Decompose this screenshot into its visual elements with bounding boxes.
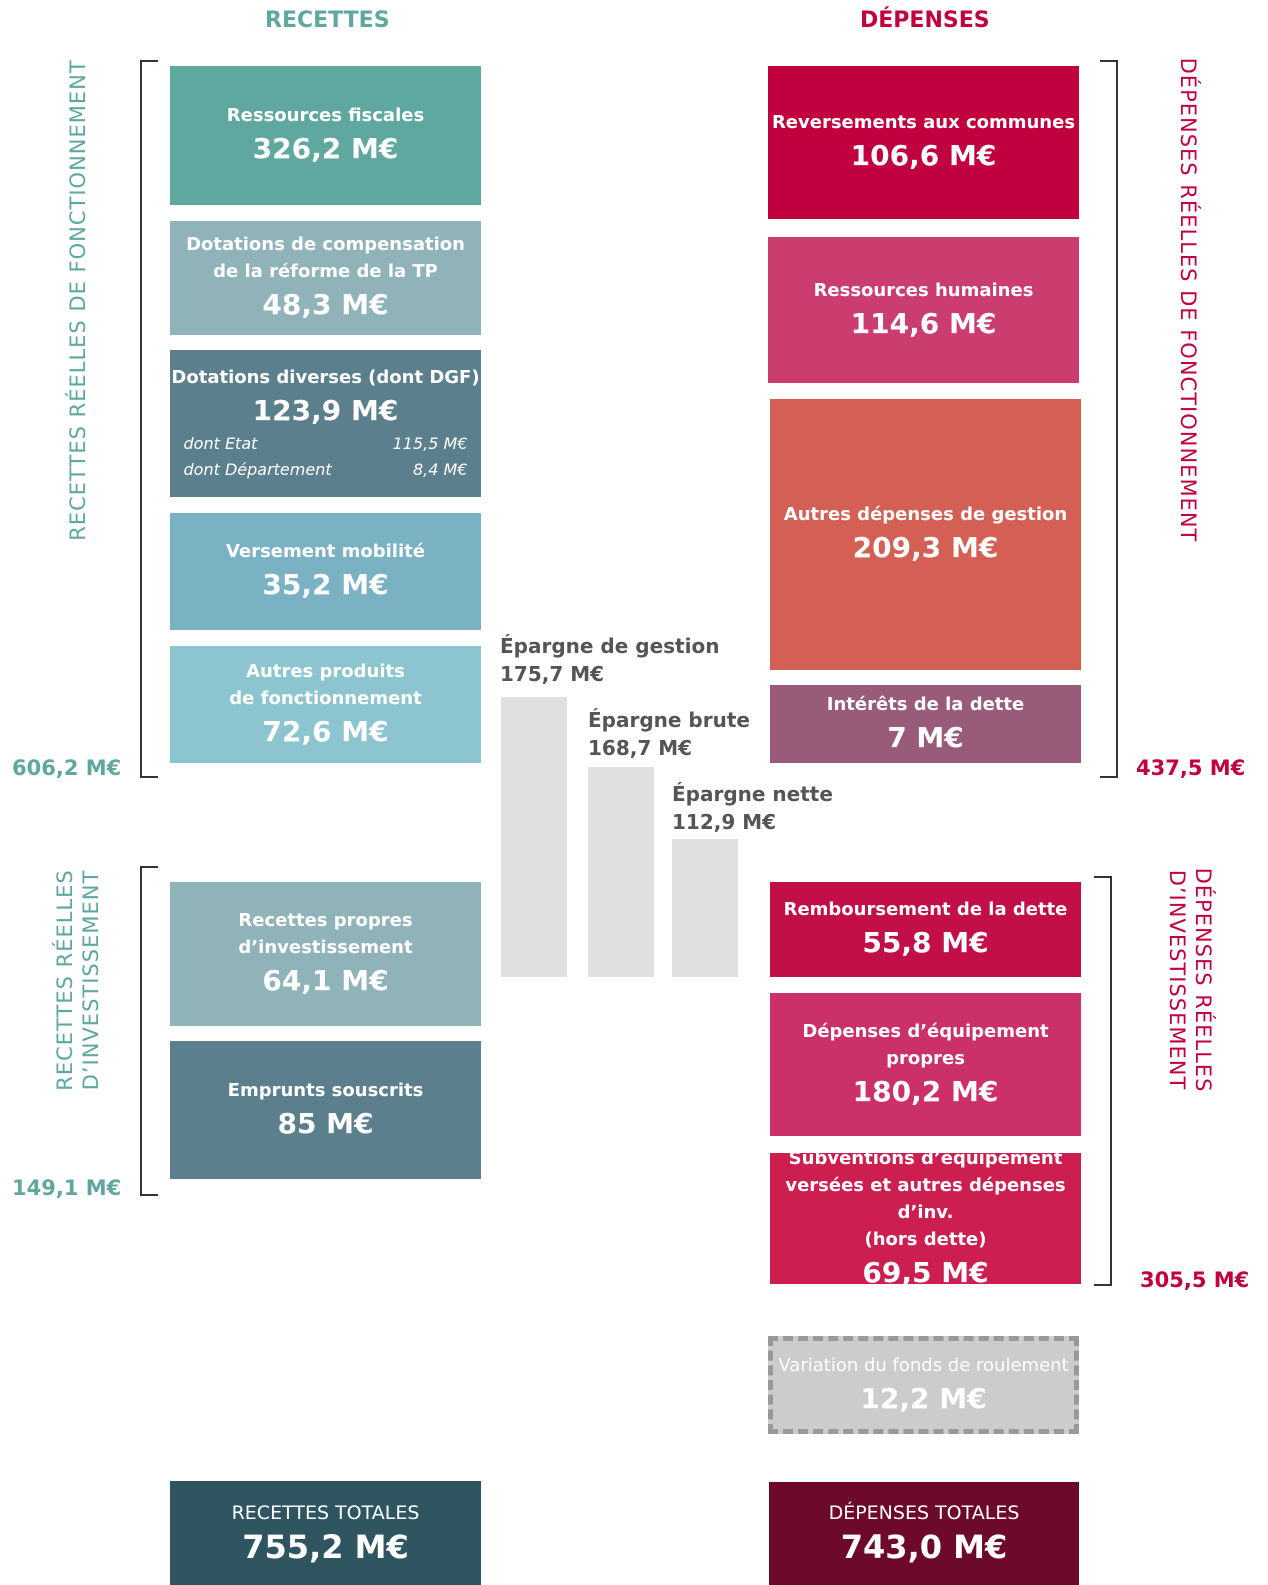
total-box: DÉPENSES TOTALES 743,0 M€ [769, 1482, 1079, 1585]
value: 35,2 M€ [262, 568, 389, 601]
box: Emprunts souscrits 85 M€ [170, 1041, 481, 1179]
line: 112,9 M€ [672, 810, 777, 834]
value: 114,6 M€ [850, 306, 997, 340]
detail-row: dont Etat 115,5 M€ [184, 431, 468, 457]
subtotal: 305,5 M€ [1140, 1268, 1250, 1292]
subtotal: 149,1 M€ [12, 1176, 122, 1200]
line: RECETTES RÉELLES [53, 869, 77, 1091]
detail-label: dont Département [183, 460, 332, 479]
value: 48,3 M€ [262, 288, 389, 321]
box: Dotations de compensation de la réforme d… [170, 221, 481, 335]
box: Ressources fiscales 326,2 M€ [170, 66, 481, 205]
value: 7 M€ [887, 720, 964, 754]
total-box: RECETTES TOTALES 755,2 M€ [170, 1481, 481, 1585]
box: Dépenses d’équipement propres 180,2 M€ [770, 993, 1081, 1136]
label: RECETTES TOTALES [231, 1501, 420, 1524]
label: Ressources fiscales [226, 105, 425, 126]
label: Autres dépenses de gestion [783, 504, 1068, 525]
header: DÉPENSES [860, 8, 990, 33]
box: Subventions d’équipement versées et autre… [770, 1148, 1081, 1289]
line: D’INVESTISSEMENT [79, 869, 103, 1091]
side-label: DÉPENSES RÉELLES DE FONCTIONNEMENT [1176, 57, 1200, 543]
label: Dotations diverses (dont DGF) [171, 367, 480, 388]
line: D’INVESTISSEMENT [1165, 869, 1189, 1091]
line: Épargne brute [588, 708, 750, 732]
subtotal: 606,2 M€ [12, 756, 122, 780]
box: Variation du fonds de roulement 12,2 M€ [768, 1336, 1079, 1434]
value: 106,6 M€ [850, 139, 997, 172]
line: DÉPENSES RÉELLES [1191, 867, 1215, 1093]
label: Dépenses d’équipement [802, 1020, 1049, 1042]
bracket [1100, 60, 1118, 778]
value: 72,6 M€ [262, 714, 389, 748]
line: Épargne de gestion [500, 634, 720, 658]
box: Intérêts de la dette 7 M€ [770, 685, 1081, 763]
box: Ressources humaines 114,6 M€ [768, 237, 1079, 383]
label: propres [886, 1047, 965, 1069]
value: 85 M€ [277, 1106, 374, 1140]
value: 755,2 M€ [242, 1527, 409, 1566]
box: Recettes propres d’investissement 64,1 M€ [170, 882, 481, 1026]
epargne-bar [672, 839, 738, 977]
value: 209,3 M€ [852, 531, 999, 564]
epargne-bar [501, 697, 567, 977]
label: Reversements aux communes [771, 112, 1076, 133]
side-label: RECETTES RÉELLES DE FONCTIONNEMENT [66, 59, 90, 541]
label: (hors dette) [864, 1228, 987, 1250]
value: 69,5 M€ [862, 1255, 989, 1289]
line: 168,7 M€ [588, 736, 693, 760]
box: Remboursement de la dette 55,8 M€ [770, 882, 1081, 977]
value: 12,2 M€ [860, 1381, 987, 1415]
side-label: DÉPENSES RÉELLES D’INVESTISSEMENT [1164, 868, 1216, 1093]
box: Versement mobilité 35,2 M€ [170, 513, 481, 630]
detail-value: 115,5 M€ [392, 434, 468, 453]
value: 326,2 M€ [252, 132, 399, 165]
epargne-label: Épargne brute 168,7 M€ [588, 706, 750, 762]
label: Versement mobilité [226, 541, 425, 562]
subtotal: 437,5 M€ [1136, 756, 1246, 780]
label: Subventions d’équipement [788, 1147, 1063, 1169]
label: DÉPENSES TOTALES [828, 1502, 1020, 1524]
bracket [140, 866, 158, 1196]
value: 64,1 M€ [262, 964, 389, 997]
value: 123,9 M€ [252, 394, 399, 427]
label: Intérêts de la dette [826, 693, 1025, 715]
box: Autres dépenses de gestion 209,3 M€ [770, 399, 1081, 670]
box: Dotations diverses (dont DGF) 123,9 M€ don… [170, 350, 481, 497]
epargne-label: Épargne nette 112,9 M€ [672, 780, 833, 836]
label: Ressources humaines [813, 279, 1034, 301]
epargne-label: Épargne de gestion 175,7 M€ [500, 632, 719, 688]
line: 175,7 M€ [500, 662, 605, 686]
detail-row: dont Département 8,4 M€ [184, 457, 468, 483]
label: Recettes propres [238, 910, 413, 931]
label: versées et autres dépenses d’inv. [785, 1174, 1066, 1223]
value: 55,8 M€ [862, 926, 989, 959]
label: Emprunts souscrits [227, 1079, 424, 1101]
label: de fonctionnement [229, 687, 422, 709]
box: Reversements aux communes 106,6 M€ [768, 66, 1079, 219]
epargne-bar [588, 767, 654, 977]
label: Variation du fonds de roulement [778, 1354, 1069, 1376]
side-label: RECETTES RÉELLES D’INVESTISSEMENT [52, 869, 104, 1090]
box: Autres produits de fonctionnement 72,6 M€ [170, 646, 481, 763]
detail-value: 8,4 M€ [412, 460, 468, 479]
detail-label: dont Etat [183, 434, 258, 453]
bracket [140, 60, 158, 778]
value: 180,2 M€ [852, 1074, 999, 1108]
value: 743,0 M€ [840, 1528, 1008, 1566]
header: RECETTES [265, 8, 390, 33]
label: Autres produits [246, 660, 405, 682]
label: d’investissement [238, 937, 413, 958]
bracket [1094, 876, 1112, 1286]
label: Remboursement de la dette [783, 899, 1068, 920]
label: Dotations de compensation [186, 234, 465, 255]
label: de la réforme de la TP [213, 261, 438, 282]
line: Épargne nette [672, 782, 833, 806]
